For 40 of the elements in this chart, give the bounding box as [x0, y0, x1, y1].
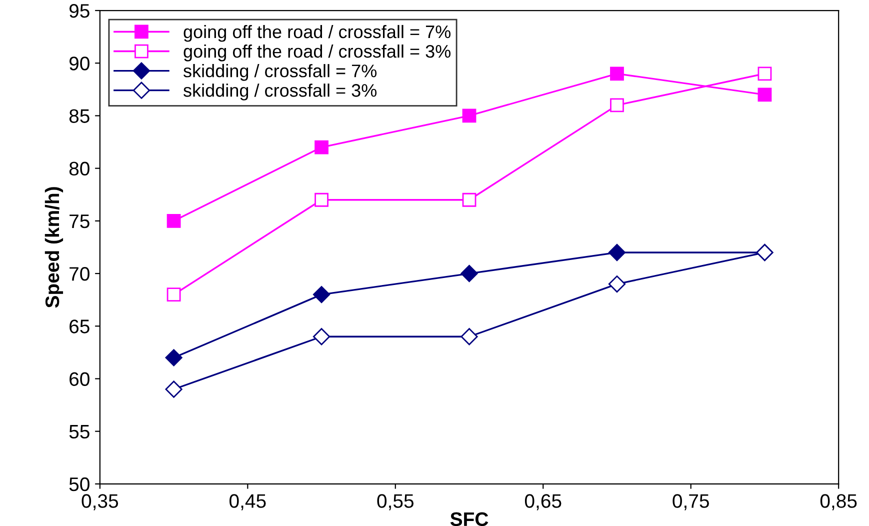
point [460, 328, 478, 346]
y-tick-label: 95 [70, 4, 90, 18]
point [758, 66, 772, 81]
point [462, 192, 476, 207]
y-tick-label: 75 [70, 214, 90, 228]
x-tick-label: 0,65 [524, 494, 562, 510]
y-axis-title: Speed (km/h) [44, 187, 64, 308]
point [462, 108, 476, 123]
point [758, 88, 772, 102]
point [312, 286, 330, 304]
legend-label: going off the road / crossfall = 7% [184, 24, 451, 42]
x-tick-label: 0,85 [820, 494, 857, 510]
y-tick-label: 80 [69, 162, 90, 176]
point [165, 349, 182, 366]
point [610, 98, 624, 112]
x-tick-label: 0,75 [672, 494, 709, 510]
legend-label: skidding / crossfall = 7% [183, 64, 377, 81]
point [314, 192, 328, 207]
point [610, 66, 624, 81]
y-tick-label: 90 [70, 56, 90, 70]
point [608, 244, 626, 262]
y-tick-label: 65 [70, 320, 90, 334]
legend-label: skidding / crossfall = 3% [183, 84, 377, 100]
point [460, 264, 478, 282]
y-tick-label: 55 [69, 424, 90, 439]
point [166, 288, 181, 302]
x-tick-label: 0,55 [377, 494, 414, 510]
y-tick-label: 70 [70, 266, 90, 281]
y-tick-label: 60 [70, 372, 90, 386]
point [608, 275, 626, 293]
y-tick-label: 85 [69, 109, 90, 123]
legend-label: going off the road / crossfall = 3% [184, 44, 451, 62]
point [314, 140, 328, 154]
y-tick-label: 50 [69, 477, 90, 492]
point [166, 214, 181, 228]
x-axis-title: SFC [450, 512, 488, 526]
x-tick-label: 0,45 [230, 494, 266, 510]
point [165, 380, 182, 398]
x-tick-label: 0,35 [82, 494, 118, 510]
point [312, 328, 330, 346]
